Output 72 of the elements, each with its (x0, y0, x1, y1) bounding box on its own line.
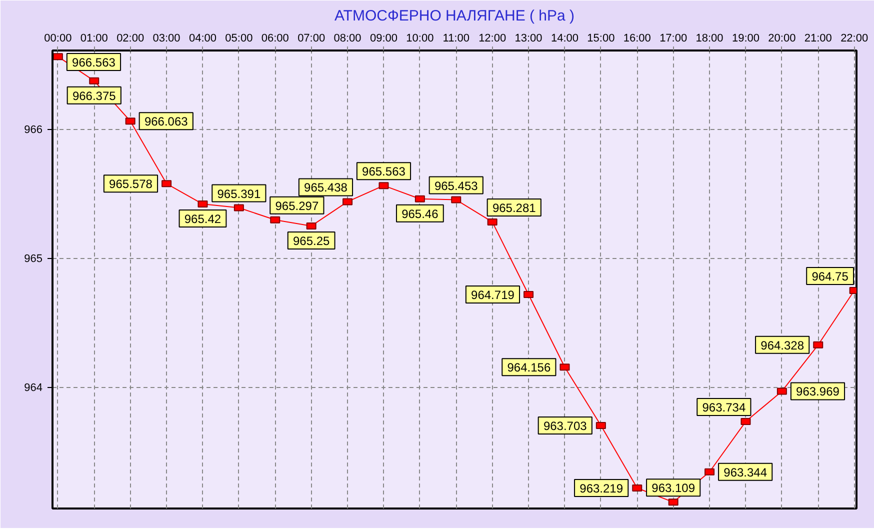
data-label: 963.734 (702, 400, 746, 415)
point (704, 468, 715, 476)
point (306, 222, 316, 230)
data-label: 965.281 (492, 200, 536, 215)
point (451, 196, 462, 204)
x-tick-label: 17:00 (660, 32, 688, 44)
point (524, 290, 534, 298)
x-tick-label: 02:00 (116, 32, 144, 44)
point (378, 182, 389, 190)
point (740, 418, 751, 426)
data-label: 965.391 (217, 186, 261, 201)
data-label: 964.328 (760, 338, 804, 352)
x-tick-label: 20:00 (768, 32, 796, 44)
x-tick-label: 05:00 (225, 32, 253, 44)
x-tick-label: 22:00 (840, 32, 868, 44)
x-tick-label: 04:00 (188, 32, 216, 44)
x-tick-label: 09:00 (370, 32, 398, 44)
data-label: 965.25 (292, 234, 330, 248)
x-tick-label: 06:00 (261, 32, 289, 44)
point (596, 422, 606, 430)
y-tick-label: 966 (24, 124, 43, 136)
point (198, 200, 208, 208)
point (632, 484, 642, 492)
x-tick-label: 16:00 (623, 32, 651, 44)
x-tick-label: 12:00 (478, 32, 506, 44)
data-label: 963.969 (796, 384, 840, 399)
x-tick-label: 15:00 (587, 32, 615, 44)
x-tick-label: 11:00 (442, 32, 470, 44)
data-label: 963.703 (543, 419, 588, 434)
point (52, 53, 63, 60)
data-label: 966.063 (144, 114, 188, 129)
x-tick-label: 07:00 (298, 32, 326, 44)
point (813, 341, 824, 348)
point (125, 118, 136, 125)
chart-title: АТМОСФЕРНО НАЛЯГАНЕ ( hPa ) (334, 8, 575, 24)
data-label: 964.156 (507, 360, 551, 375)
x-tick-label: 10:00 (406, 32, 434, 44)
data-label: 965.297 (275, 198, 319, 213)
data-label: 966.563 (72, 56, 116, 70)
data-label: 964.75 (812, 269, 849, 284)
point (487, 218, 498, 226)
y-tick-label: 965 (24, 253, 43, 266)
x-tick-label: 21:00 (804, 32, 832, 44)
point (776, 388, 787, 395)
x-tick-label: 19:00 (732, 32, 760, 44)
point (342, 198, 353, 206)
point (270, 216, 280, 224)
x-tick-label: 14:00 (550, 32, 578, 44)
data-label: 963.109 (652, 481, 696, 496)
data-label: 965.563 (362, 164, 406, 179)
x-tick-label: 03:00 (152, 32, 180, 44)
data-label: 966.375 (72, 88, 116, 103)
data-label: 965.453 (434, 178, 478, 193)
x-tick-label: 01:00 (80, 32, 108, 44)
x-tick-label: 13:00 (514, 32, 542, 44)
x-tick-label: 00:00 (44, 32, 72, 44)
point (668, 498, 678, 506)
data-label: 965.578 (109, 177, 153, 192)
data-label: 965.42 (184, 212, 222, 226)
y-tick-label: 964 (24, 382, 43, 394)
x-tick-label: 18:00 (696, 32, 724, 44)
point (162, 180, 172, 188)
point (560, 364, 570, 371)
data-label: 963.344 (724, 465, 768, 480)
point (234, 204, 244, 212)
data-label: 965.438 (304, 180, 348, 195)
data-label: 963.219 (580, 481, 624, 496)
point (414, 195, 425, 202)
point (89, 77, 100, 84)
x-tick-label: 08:00 (334, 32, 362, 44)
data-label: 965.46 (402, 206, 439, 221)
data-label: 964.719 (471, 288, 515, 302)
